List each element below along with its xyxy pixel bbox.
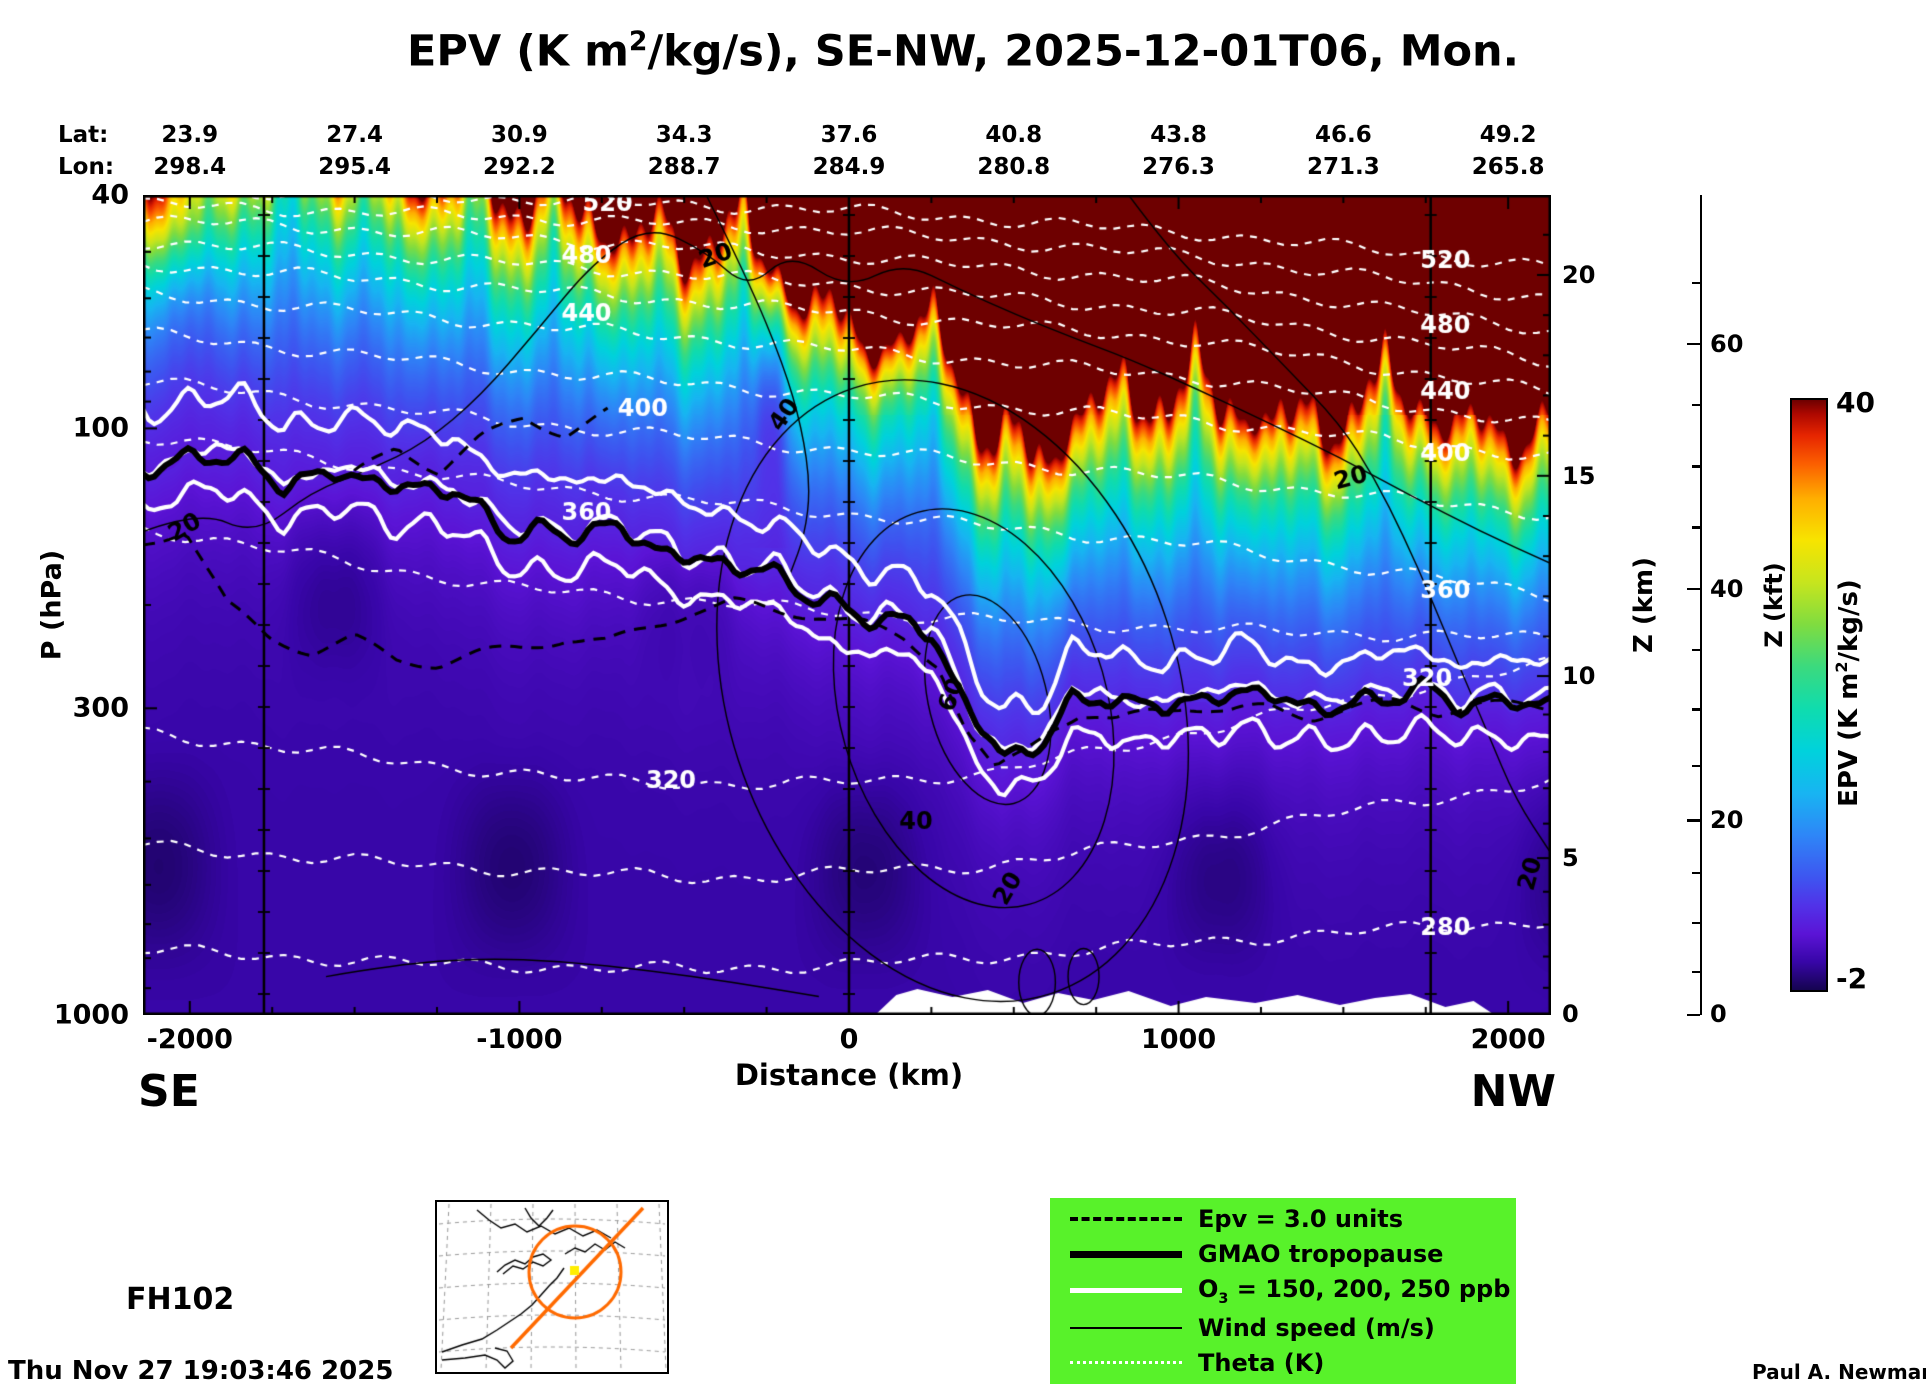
lat-value: 30.9 (491, 122, 548, 148)
lat-value: 37.6 (820, 122, 878, 148)
lon-value: 265.8 (1471, 154, 1545, 180)
x-axis-title: Distance (km) (734, 1058, 964, 1092)
plot-title-prefix: EPV (K m (406, 26, 629, 77)
map-inset (435, 1200, 669, 1374)
x-tick-label: 0 (839, 1024, 859, 1055)
lat-value: 40.8 (985, 122, 1043, 148)
kft-tick-mark (1687, 342, 1700, 346)
lat-value: 43.8 (1150, 122, 1207, 148)
epv-cross-section-canvas (143, 195, 1551, 1015)
kft-tick-mark (1692, 648, 1700, 652)
epv3-dashed-line-sample (1070, 1217, 1182, 1222)
credit-text: Paul A. Newman (NASA (1752, 1360, 1926, 1384)
lon-value: 284.9 (812, 154, 886, 180)
pressure-tick-label: 300 (72, 692, 129, 724)
kft-tick-mark (1687, 587, 1700, 591)
z-kft-axis-title: Z (kft) (1760, 562, 1788, 648)
x-tick-label: -2000 (146, 1024, 233, 1055)
legend-label-ozone-suffix: = 150, 200, 250 ppb (1228, 1275, 1511, 1304)
kft-tick-mark (1692, 764, 1700, 768)
kft-tick-mark (1692, 526, 1700, 529)
colorbar (1790, 398, 1828, 992)
z-kft-tick-label: 40 (1710, 574, 1744, 603)
plot-title-superscript: 2 (628, 26, 648, 57)
kft-axis-line (1700, 195, 1702, 1015)
legend-item-epv3: Epv = 3.0 units (1070, 1205, 1516, 1233)
z-km-axis-title-text: Z (km) (1629, 556, 1659, 654)
plot-title: EPV (K m2/kg/s), SE-NW, 2025-12-01T06, M… (407, 26, 1519, 76)
kft-tick-mark (1687, 819, 1700, 822)
colorbar-title: EPV (K m2/kg/s) (1832, 579, 1864, 807)
kft-tick-mark (1692, 921, 1700, 925)
kft-tick-mark (1692, 281, 1700, 284)
lon-value: 295.4 (318, 154, 391, 180)
z-kft-tick-label: 60 (1710, 329, 1744, 358)
legend-label-ozone-subscript: 3 (1218, 1290, 1229, 1307)
lon-value: 288.7 (647, 154, 721, 180)
z-km-axis-title: Z (km) (1629, 557, 1659, 653)
run-label: FH102 (126, 1282, 235, 1317)
lat-value: 34.3 (655, 122, 713, 148)
z-km-tick-label: 20 (1562, 260, 1596, 289)
kft-tick-mark (1692, 403, 1700, 407)
pressure-tick-label: 40 (91, 179, 129, 211)
nw-end-label: NW (1470, 1066, 1556, 1117)
z-kft-tick-label: 20 (1710, 806, 1744, 835)
z-kft-axis-title-text: Z (kft) (1760, 562, 1788, 648)
legend-item-wind: Wind speed (m/s) (1070, 1314, 1516, 1342)
legend-label-ozone-prefix: O (1198, 1275, 1219, 1304)
x-tick-label: 2000 (1470, 1024, 1546, 1055)
pressure-axis-title-text: P (hPa) (36, 549, 68, 661)
lon-value: 271.3 (1306, 154, 1380, 180)
legend-label-wind: Wind speed (m/s) (1198, 1313, 1435, 1342)
pressure-tick-label: 1000 (53, 999, 129, 1031)
colorbar-max-label: 40 (1836, 386, 1875, 419)
se-end-label: SE (138, 1066, 200, 1117)
legend: Epv = 3.0 units GMAO tropopause O3 = 150… (1050, 1198, 1516, 1384)
ozone-line-sample (1070, 1288, 1182, 1294)
pressure-tick-label: 100 (72, 412, 129, 444)
z-km-tick-label: 0 (1562, 999, 1579, 1028)
tropopause-line-sample (1070, 1250, 1182, 1258)
legend-label-theta: Theta (K) (1198, 1348, 1325, 1377)
z-km-tick-label: 10 (1562, 662, 1596, 691)
kft-tick-mark (1692, 970, 1700, 973)
legend-item-theta: Theta (K) (1070, 1349, 1516, 1377)
lat-value: 27.4 (326, 122, 383, 148)
lon-value: 280.8 (977, 154, 1051, 180)
lat-value: 23.9 (161, 122, 219, 148)
wind-line-sample (1070, 1326, 1182, 1329)
x-tick-label: 1000 (1140, 1024, 1217, 1055)
kft-tick-mark (1692, 465, 1700, 468)
lon-value: 298.4 (153, 154, 227, 180)
lon-value: 276.3 (1142, 154, 1215, 180)
lat-value: 49.2 (1479, 122, 1537, 148)
lat-value: 46.6 (1314, 122, 1372, 148)
legend-label-epv3: Epv = 3.0 units (1198, 1205, 1404, 1234)
x-tick-label: -1000 (476, 1024, 563, 1055)
lon-row-label: Lon: (58, 154, 115, 180)
z-kft-tick-label: 0 (1710, 999, 1727, 1028)
lat-row-label: Lat: (58, 122, 109, 148)
theta-line-sample (1070, 1361, 1182, 1365)
plot-title-suffix: /kg/s), SE-NW, 2025-12-01T06, Mon. (647, 26, 1520, 77)
colorbar-title-suffix: /kg/s) (1833, 579, 1864, 662)
generation-timestamp: Thu Nov 27 19:03:46 2025 (8, 1356, 394, 1386)
z-km-tick-label: 15 (1562, 461, 1596, 490)
legend-label-tropopause: GMAO tropopause (1198, 1240, 1444, 1269)
lon-value: 292.2 (482, 154, 556, 180)
legend-label-ozone: O3 = 150, 200, 250 ppb (1198, 1275, 1510, 1307)
pressure-axis-title: P (hPa) (37, 550, 68, 660)
kft-tick-mark (1687, 1013, 1700, 1017)
colorbar-title-superscript: 2 (1832, 661, 1852, 673)
kft-tick-mark (1692, 871, 1700, 875)
legend-item-ozone: O3 = 150, 200, 250 ppb (1070, 1275, 1516, 1307)
colorbar-title-prefix: EPV (K m (1833, 672, 1864, 807)
z-km-tick-label: 5 (1562, 844, 1579, 873)
colorbar-min-label: -2 (1836, 962, 1868, 995)
kft-tick-mark (1692, 708, 1700, 711)
legend-item-tropopause: GMAO tropopause (1070, 1240, 1516, 1268)
